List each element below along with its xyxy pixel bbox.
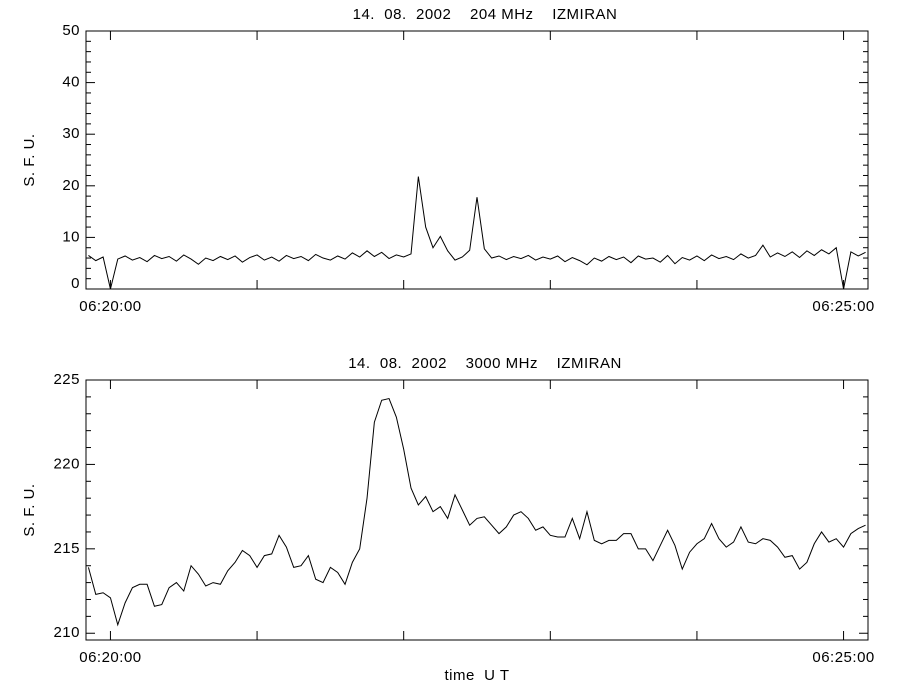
data-line: [87, 397, 866, 627]
y-tick-label: 50: [62, 22, 80, 39]
plot-frame: [85, 379, 869, 641]
chart-title: 14. 08. 2002 3000 MHz IZMIRAN: [348, 355, 622, 372]
y-tick-label: 20: [62, 177, 80, 194]
y-tick-label: 10: [62, 228, 80, 245]
y-tick-label: 215: [53, 540, 80, 557]
x-axis-label: time U T: [444, 667, 509, 684]
y-tick-label: 220: [53, 455, 80, 472]
y-axis-label: S. F. U.: [21, 133, 38, 186]
plot-frame: [85, 30, 869, 290]
y-tick-label: 225: [53, 371, 80, 388]
x-tick-label: 06:20:00: [79, 298, 141, 315]
data-line: [88, 176, 866, 290]
x-tick-label: 06:25:00: [812, 649, 874, 666]
y-tick-label: 210: [53, 624, 80, 641]
y-axis-label: S. F. U.: [21, 483, 38, 536]
x-tick-label: 06:25:00: [812, 298, 874, 315]
y-tick-label: 0: [71, 275, 80, 292]
chart-title: 14. 08. 2002 204 MHz IZMIRAN: [353, 6, 618, 23]
x-tick-label: 06:20:00: [79, 649, 141, 666]
y-tick-label: 40: [62, 74, 80, 91]
y-tick-label: 30: [62, 125, 80, 142]
